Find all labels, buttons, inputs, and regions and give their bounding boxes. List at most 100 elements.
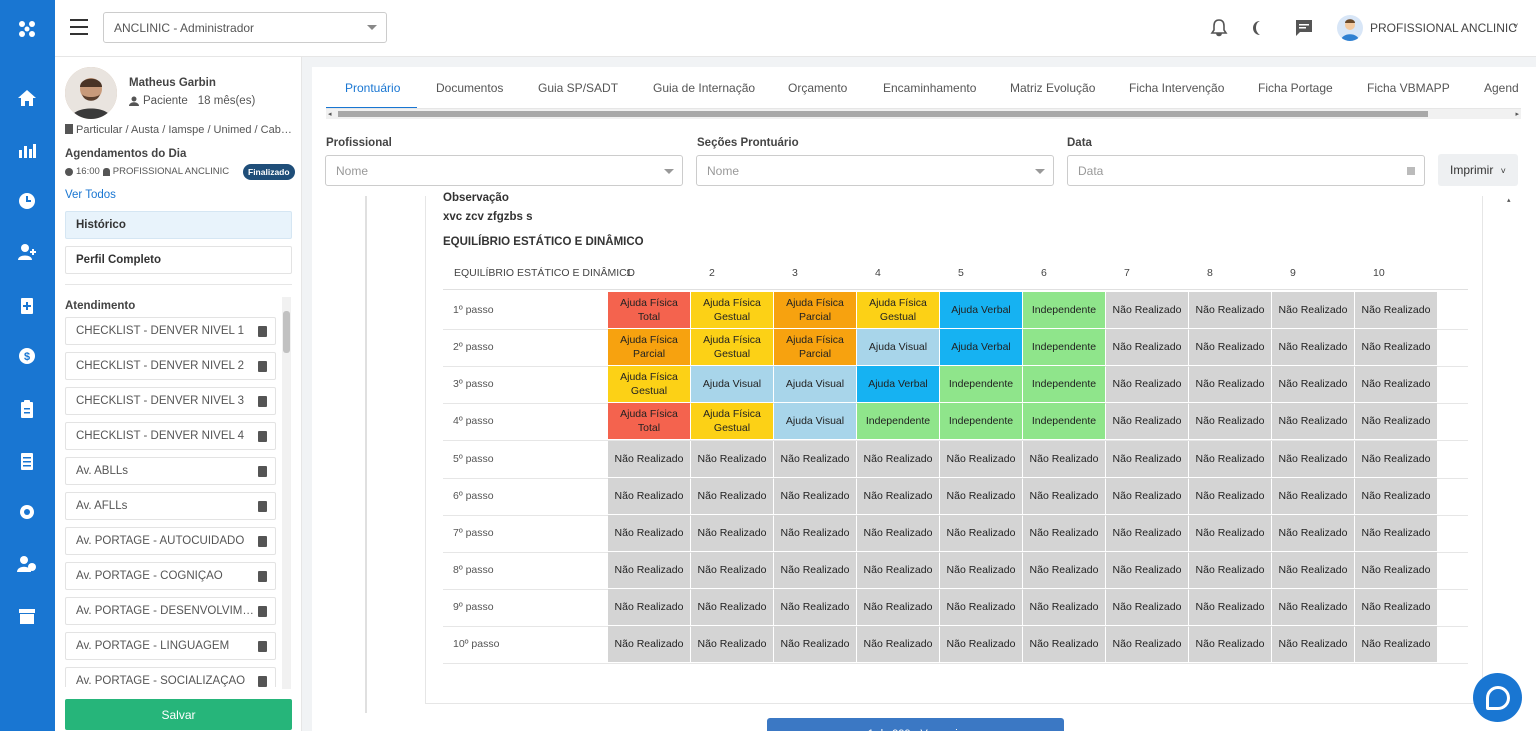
grid-cell[interactable]: Não Realizado [774, 478, 856, 514]
full-profile-button[interactable]: Perfil Completo [65, 246, 292, 274]
list-item[interactable]: CHECKLIST - DENVER NÍVEL 4 [65, 422, 276, 450]
tab-ficha-intervencao[interactable]: Ficha Intervenção [1129, 81, 1225, 95]
grid-cell[interactable]: Ajuda Verbal [857, 366, 939, 402]
organization-select[interactable]: ANCLINIC - Administrador [103, 12, 387, 43]
grid-cell[interactable]: Não Realizado [1023, 552, 1105, 588]
clipboard-icon[interactable] [16, 398, 38, 420]
grid-cell[interactable]: Não Realizado [857, 441, 939, 477]
chat-icon[interactable] [1294, 18, 1314, 38]
medical-kit-icon[interactable] [16, 294, 38, 316]
grid-cell[interactable]: Não Realizado [1023, 441, 1105, 477]
grid-cell[interactable]: Independente [940, 403, 1022, 439]
add-user-icon[interactable] [16, 241, 38, 263]
grid-cell[interactable]: Não Realizado [1106, 515, 1188, 551]
grid-cell[interactable]: Não Realizado [857, 552, 939, 588]
grid-cell[interactable]: Não Realizado [1272, 366, 1354, 402]
grid-cell[interactable]: Não Realizado [774, 626, 856, 662]
grid-cell[interactable]: Ajuda Visual [691, 366, 773, 402]
grid-cell[interactable]: Não Realizado [774, 552, 856, 588]
list-item[interactable]: CHECKLIST - DENVER NÍVEL 1 [65, 317, 276, 345]
grid-cell[interactable]: Ajuda Física Parcial [608, 329, 690, 365]
tab-guia-sp-sadt[interactable]: Guia SP/SADT [538, 81, 619, 95]
grid-cell[interactable]: Não Realizado [1272, 403, 1354, 439]
grid-cell[interactable]: Não Realizado [1106, 329, 1188, 365]
scrollbar-thumb[interactable] [338, 111, 1428, 117]
chevron-right-icon[interactable]: ▸ [1515, 111, 1519, 118]
tab-ficha-vbmapp[interactable]: Ficha VBMAPP [1367, 81, 1450, 95]
grid-cell[interactable]: Não Realizado [1355, 589, 1437, 625]
grid-cell[interactable]: Ajuda Física Gestual [691, 329, 773, 365]
grid-cell[interactable]: Ajuda Física Total [608, 403, 690, 439]
grid-cell[interactable]: Não Realizado [691, 515, 773, 551]
document-icon[interactable] [16, 450, 38, 472]
grid-cell[interactable]: Não Realizado [1355, 292, 1437, 328]
grid-cell[interactable]: Não Realizado [691, 589, 773, 625]
grid-cell[interactable]: Não Realizado [1189, 329, 1271, 365]
grid-cell[interactable]: Não Realizado [1355, 515, 1437, 551]
archive-icon[interactable] [16, 605, 38, 627]
grid-cell[interactable]: Não Realizado [1272, 441, 1354, 477]
grid-cell[interactable]: Não Realizado [1023, 589, 1105, 625]
grid-cell[interactable]: Não Realizado [1023, 515, 1105, 551]
grid-cell[interactable]: Ajuda Física Gestual [691, 403, 773, 439]
list-item[interactable]: Av. PORTAGE - COGNIÇÃO [65, 562, 276, 590]
grid-cell[interactable]: Não Realizado [940, 589, 1022, 625]
chat-widget-button[interactable] [1473, 673, 1522, 722]
scrollbar-thumb[interactable] [283, 311, 290, 353]
grid-cell[interactable]: Não Realizado [1272, 292, 1354, 328]
list-item[interactable]: Av. AFLLs [65, 492, 276, 520]
grid-cell[interactable]: Não Realizado [691, 552, 773, 588]
grid-cell[interactable]: Não Realizado [1106, 626, 1188, 662]
list-item[interactable]: Av. ABLLs [65, 457, 276, 485]
list-item[interactable]: CHECKLIST - DENVER NÍVEL 2 [65, 352, 276, 380]
grid-cell[interactable]: Não Realizado [1106, 441, 1188, 477]
grid-cell[interactable]: Não Realizado [1189, 626, 1271, 662]
grid-cell[interactable]: Ajuda Física Parcial [774, 292, 856, 328]
grid-cell[interactable]: Independente [940, 366, 1022, 402]
list-item[interactable]: Av. PORTAGE - LINGUAGEM [65, 632, 276, 660]
gear-icon[interactable] [16, 501, 38, 523]
tab-ficha-portage[interactable]: Ficha Portage [1258, 81, 1333, 95]
grid-cell[interactable]: Não Realizado [691, 441, 773, 477]
clock-icon[interactable] [16, 190, 38, 212]
sections-select[interactable]: Nome [696, 155, 1054, 186]
history-button[interactable]: Histórico [65, 211, 292, 239]
grid-cell[interactable]: Ajuda Física Gestual [691, 292, 773, 328]
grid-cell[interactable]: Independente [1023, 292, 1105, 328]
professional-select[interactable]: Nome [325, 155, 683, 186]
list-item[interactable]: Av. PORTAGE - DESENVOLVIMENTO MOTOR [65, 597, 276, 625]
tab-orcamento[interactable]: Orçamento [788, 81, 848, 95]
grid-cell[interactable]: Não Realizado [1189, 478, 1271, 514]
grid-cell[interactable]: Não Realizado [691, 478, 773, 514]
tabs-scrollbar[interactable]: ◂ ▸ [326, 109, 1521, 119]
print-button[interactable]: Imprimir ˅ [1438, 154, 1518, 186]
grid-cell[interactable]: Não Realizado [1272, 329, 1354, 365]
grid-cell[interactable]: Independente [1023, 403, 1105, 439]
grid-cell[interactable]: Não Realizado [940, 515, 1022, 551]
tab-encaminhamento[interactable]: Encaminhamento [883, 81, 977, 95]
grid-cell[interactable]: Não Realizado [691, 626, 773, 662]
date-input[interactable]: Data [1067, 155, 1425, 186]
grid-cell[interactable]: Não Realizado [1355, 366, 1437, 402]
apps-icon[interactable] [16, 18, 38, 40]
home-icon[interactable] [16, 87, 38, 109]
grid-cell[interactable]: Independente [1023, 329, 1105, 365]
grid-cell[interactable]: Não Realizado [1272, 589, 1354, 625]
grid-cell[interactable]: Não Realizado [857, 515, 939, 551]
tab-matriz-evolucao[interactable]: Matriz Evolução [1010, 81, 1096, 95]
moon-icon[interactable] [1248, 18, 1268, 38]
atendimento-scrollbar[interactable] [282, 297, 291, 689]
grid-cell[interactable]: Não Realizado [1355, 626, 1437, 662]
grid-cell[interactable]: Não Realizado [608, 515, 690, 551]
grid-cell[interactable]: Não Realizado [1272, 552, 1354, 588]
grid-cell[interactable]: Não Realizado [608, 441, 690, 477]
save-button[interactable]: Salvar [65, 699, 292, 730]
grid-cell[interactable]: Não Realizado [608, 589, 690, 625]
grid-cell[interactable]: Não Realizado [1106, 366, 1188, 402]
grid-cell[interactable]: Não Realizado [1272, 515, 1354, 551]
tab-guia-internacao[interactable]: Guia de Internação [653, 81, 756, 95]
list-item[interactable]: Av. PORTAGE - AUTOCUIDADO [65, 527, 276, 555]
grid-cell[interactable]: Não Realizado [1023, 478, 1105, 514]
grid-cell[interactable]: Não Realizado [774, 589, 856, 625]
grid-cell[interactable]: Ajuda Visual [774, 403, 856, 439]
